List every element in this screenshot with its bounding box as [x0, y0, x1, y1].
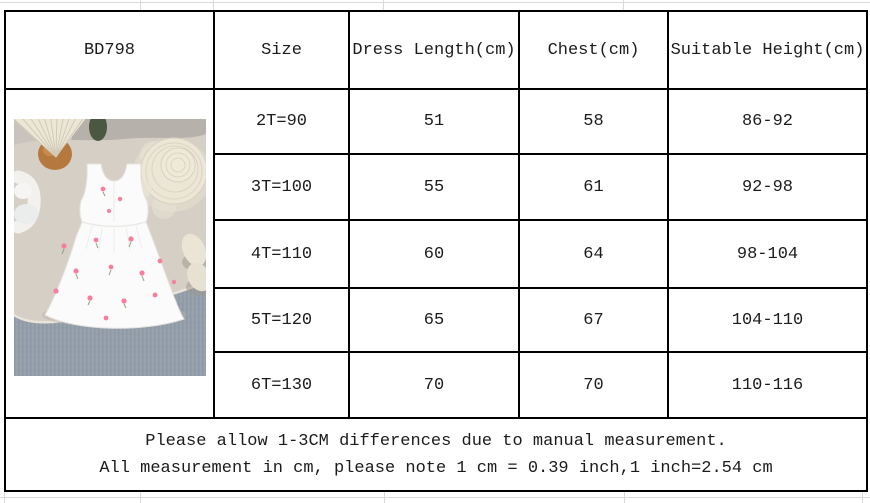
header-suitable-height: Suitable Height(cm) [667, 10, 868, 90]
sheet-gridline-tick [623, 0, 624, 10]
measurement-note-cell: Please allow 1-3CM differences due to ma… [4, 417, 868, 492]
sheet-gridline-tick [862, 491, 863, 503]
sheet-gridline-top [0, 2, 870, 3]
note-row: Please allow 1-3CM differences due to ma… [4, 417, 868, 492]
sheet-gridline-tick [384, 491, 385, 503]
note-line-1: Please allow 1-3CM differences due to ma… [145, 431, 727, 451]
dress-length-cell: 51 [348, 88, 520, 155]
table-row: 5T=120 65 67 104-110 [5, 287, 868, 353]
chest-cell: 61 [518, 153, 669, 221]
dress-length-cell: 65 [348, 287, 520, 353]
suitable-height-cell: 92-98 [667, 153, 868, 221]
suitable-height-cell: 110-116 [667, 351, 868, 419]
header-row: BD798 Size Dress Length(cm) Chest(cm) Su… [4, 10, 868, 90]
flower-embroidery [52, 186, 176, 321]
sheet-gridline-tick [624, 491, 625, 503]
header-dress-length: Dress Length(cm) [348, 10, 520, 90]
product-photo-cell [4, 79, 215, 419]
chest-cell: 67 [518, 287, 669, 353]
chest-cell: 70 [518, 351, 669, 419]
header-chest: Chest(cm) [518, 10, 669, 90]
chest-cell: 58 [518, 88, 669, 155]
dress-length-cell: 55 [348, 153, 520, 221]
size-cell: 2T=90 [213, 88, 350, 155]
suitable-height-cell: 86-92 [667, 88, 868, 155]
chest-cell: 64 [518, 219, 669, 289]
product-code-cell: BD798 [4, 10, 215, 90]
plant-leaf [88, 113, 107, 141]
size-cell: 4T=110 [213, 219, 350, 289]
dress [43, 163, 185, 329]
headphones [11, 170, 41, 234]
size-cell: 5T=120 [213, 287, 350, 353]
size-cell: 6T=130 [213, 351, 350, 419]
size-chart-table: BD798 Size Dress Length(cm) Chest(cm) Su… [4, 10, 868, 492]
table-row: 2T=90 51 58 86-92 [4, 79, 868, 419]
note-line-2: All measurement in cm, please note 1 cm … [99, 458, 773, 478]
sheet-gridline-tick [140, 491, 141, 503]
size-cell: 3T=100 [213, 153, 350, 221]
dress-length-cell: 70 [348, 351, 520, 419]
table-row: 4T=110 60 64 98-104 [5, 219, 868, 289]
sheet-gridline-bottom [0, 497, 870, 498]
header-size: Size [213, 10, 350, 90]
sheet-gridline-tick [140, 0, 141, 10]
sheet-gridline-tick [383, 0, 384, 10]
sheet-gridline-tick [213, 0, 214, 10]
suitable-height-cell: 98-104 [667, 219, 868, 289]
dress-length-cell: 60 [348, 219, 520, 289]
sheet-gridline-tick [4, 491, 5, 503]
suitable-height-cell: 104-110 [667, 287, 868, 353]
straw-hat [131, 137, 212, 219]
table-row: 6T=130 70 70 110-116 [5, 351, 868, 419]
product-photo [4, 79, 214, 376]
table-row: 3T=100 55 61 92-98 [5, 153, 868, 221]
